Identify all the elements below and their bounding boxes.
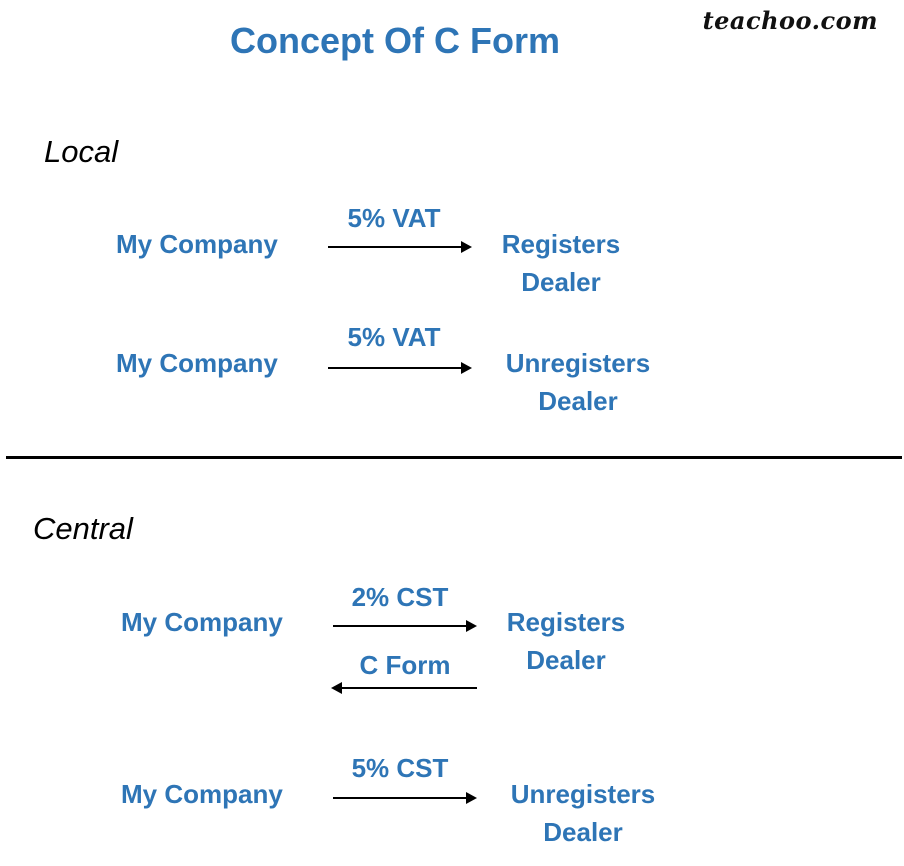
arrow-label: 5% VAT	[347, 322, 441, 352]
arrow-right	[333, 620, 477, 632]
source-node: My Company	[116, 229, 278, 259]
target-node-line1: Unregisters	[505, 348, 651, 378]
arrow-right	[328, 362, 472, 374]
arrow-label: 5% VAT	[347, 203, 441, 233]
section-divider	[6, 456, 902, 459]
brand-logo: teachoo.com	[702, 6, 878, 35]
target-node: Unregisters Dealer	[498, 344, 658, 420]
diagram-title: Concept Of C Form	[230, 20, 560, 61]
target-node-line2: Dealer	[521, 267, 601, 297]
section-heading-local: Local	[44, 134, 119, 169]
source-node: My Company	[121, 607, 283, 637]
target-node-line1: Registers	[501, 229, 621, 259]
return-arrow-label: C Form	[359, 650, 451, 680]
arrow-left	[331, 682, 477, 694]
target-node-line2: Dealer	[543, 817, 623, 847]
target-node-line1: Registers	[506, 607, 626, 637]
target-node: Registers Dealer	[486, 225, 636, 301]
target-node: Unregisters Dealer	[503, 775, 663, 851]
arrow-right	[328, 241, 472, 253]
target-node-line2: Dealer	[538, 386, 618, 416]
section-heading-central: Central	[33, 511, 133, 546]
source-node: My Company	[121, 779, 283, 809]
target-node: Registers Dealer	[491, 603, 641, 679]
source-node: My Company	[116, 348, 278, 378]
arrow-right	[333, 792, 477, 804]
target-node-line2: Dealer	[526, 645, 606, 675]
target-node-line1: Unregisters	[510, 779, 656, 809]
arrow-label: 2% CST	[351, 582, 449, 612]
arrow-label: 5% CST	[351, 753, 449, 783]
